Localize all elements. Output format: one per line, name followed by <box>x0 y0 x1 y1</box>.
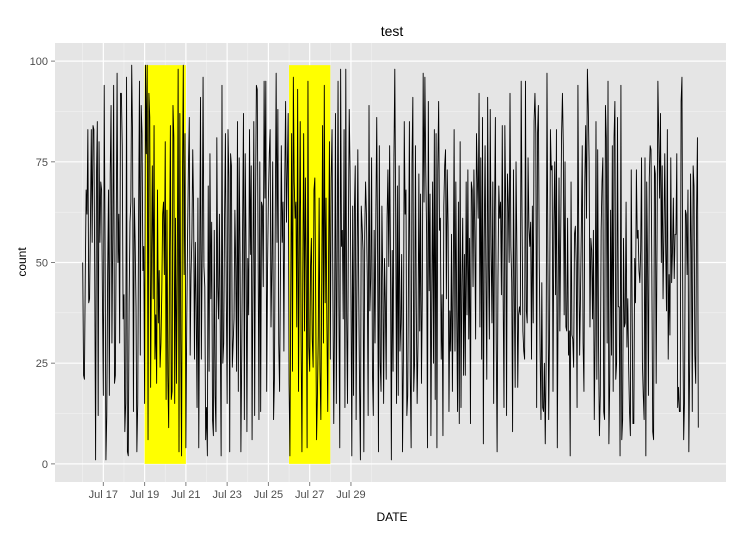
y-tick-label: 75 <box>36 157 48 169</box>
x-axis: Jul 17 Jul 19 Jul 21 Jul 23 Jul 25 Jul 27 Jul … <box>89 482 366 501</box>
x-axis-title: DATE <box>376 510 407 524</box>
y-tick-label: 50 <box>36 258 48 270</box>
x-tick-label: Jul 17 <box>89 489 118 501</box>
series-line <box>82 64 699 461</box>
y-tick-label: 0 <box>42 459 48 471</box>
y-tick-label: 25 <box>36 358 48 370</box>
chart-title: test <box>381 23 404 39</box>
y-axis-title: count <box>15 247 29 277</box>
x-tick-label: Jul 29 <box>336 489 365 501</box>
y-axis: 0 25 50 75 100 <box>30 56 55 471</box>
x-tick-label: Jul 19 <box>130 489 159 501</box>
x-tick-label: Jul 27 <box>295 489 324 501</box>
x-tick-label: Jul 21 <box>171 489 200 501</box>
x-tick-label: Jul 25 <box>254 489 283 501</box>
y-tick-label: 100 <box>30 56 48 68</box>
x-tick-label: Jul 23 <box>212 489 241 501</box>
